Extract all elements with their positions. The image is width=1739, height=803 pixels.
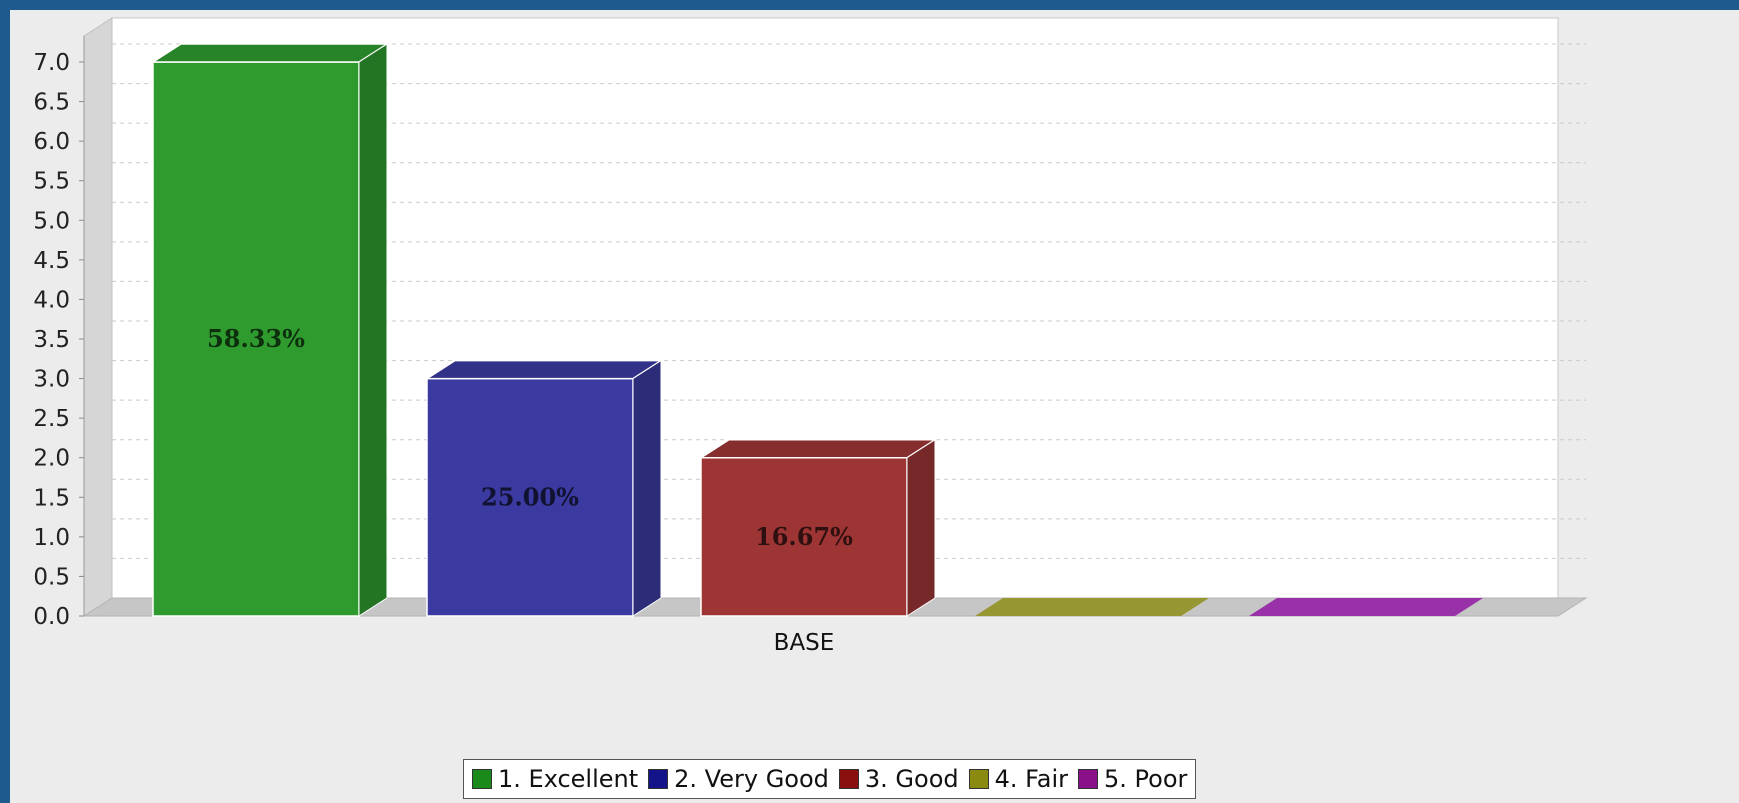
y-tick-label: 7.0 xyxy=(33,50,70,76)
legend: 1. Excellent 2. Very Good 3. Good 4. Fair 5.… xyxy=(463,759,1197,799)
y-tick-label: 3.5 xyxy=(33,327,70,353)
y-tick-label: 4.0 xyxy=(33,287,70,313)
bar-2-front xyxy=(426,377,634,617)
y-tick-label: 6.5 xyxy=(33,90,70,116)
bar-5-flat xyxy=(1249,598,1483,616)
x-category-label: BASE xyxy=(774,630,835,656)
bar-1-side xyxy=(358,43,388,617)
legend-label: 1. Excellent xyxy=(498,765,639,793)
bar-1-top xyxy=(150,43,390,63)
bar-3-top xyxy=(698,438,938,459)
bar-3-front xyxy=(700,456,908,617)
legend-swatch xyxy=(648,769,669,789)
bar-2-value-label: 25.00% xyxy=(481,482,579,511)
y-tick-label: 1.5 xyxy=(33,485,70,511)
bar-2-top xyxy=(424,359,664,380)
bar-2-side xyxy=(632,359,662,617)
bar-1-front xyxy=(152,61,360,617)
legend-item: 3. Good xyxy=(838,765,959,793)
y-tick-label: 2.5 xyxy=(33,406,70,432)
legend-item: 4. Fair xyxy=(968,765,1069,793)
legend-swatch xyxy=(838,769,859,789)
y-tick-label: 0.5 xyxy=(33,564,70,590)
y-tick-label: 5.5 xyxy=(33,169,70,195)
legend-item: 5. Poor xyxy=(1078,765,1187,793)
legend-label: 4. Fair xyxy=(994,765,1069,793)
chart-panel: 0.0 0.5 1.0 1.5 2.0 2.5 3.0 3.5 4.0 4.5 5.0 5.5 6.0 6… xyxy=(10,10,1739,803)
legend-label: 5. Poor xyxy=(1104,765,1188,793)
bar-3-value-label: 16.67% xyxy=(755,522,853,551)
y-tick-label: 4.5 xyxy=(33,248,70,274)
y-tick-label: 3.0 xyxy=(33,367,70,393)
legend-label: 3. Good xyxy=(864,765,959,793)
y-tick-label: 6.0 xyxy=(33,129,70,155)
y-tick-label: 1.0 xyxy=(33,525,70,551)
y-tick-label: 2.0 xyxy=(33,446,70,472)
plot-side-wall xyxy=(83,17,113,617)
bar-chart: 0.0 0.5 1.0 1.5 2.0 2.5 3.0 3.5 4.0 4.5 5.0 5.5 6.0 6… xyxy=(33,17,1588,656)
bar-1-value-label: 58.33% xyxy=(207,324,305,353)
legend-label: 2. Very Good xyxy=(674,765,829,793)
bar-4-flat xyxy=(975,598,1209,616)
legend-item: 1. Excellent xyxy=(472,765,638,793)
legend-swatch xyxy=(968,769,989,789)
legend-swatch xyxy=(472,769,492,789)
legend-swatch xyxy=(1078,769,1099,789)
y-tick-label: 5.0 xyxy=(33,208,70,234)
legend-item: 2. Very Good xyxy=(648,765,829,793)
y-tick-label: 0.0 xyxy=(33,604,70,630)
bar-3-side xyxy=(906,438,936,617)
